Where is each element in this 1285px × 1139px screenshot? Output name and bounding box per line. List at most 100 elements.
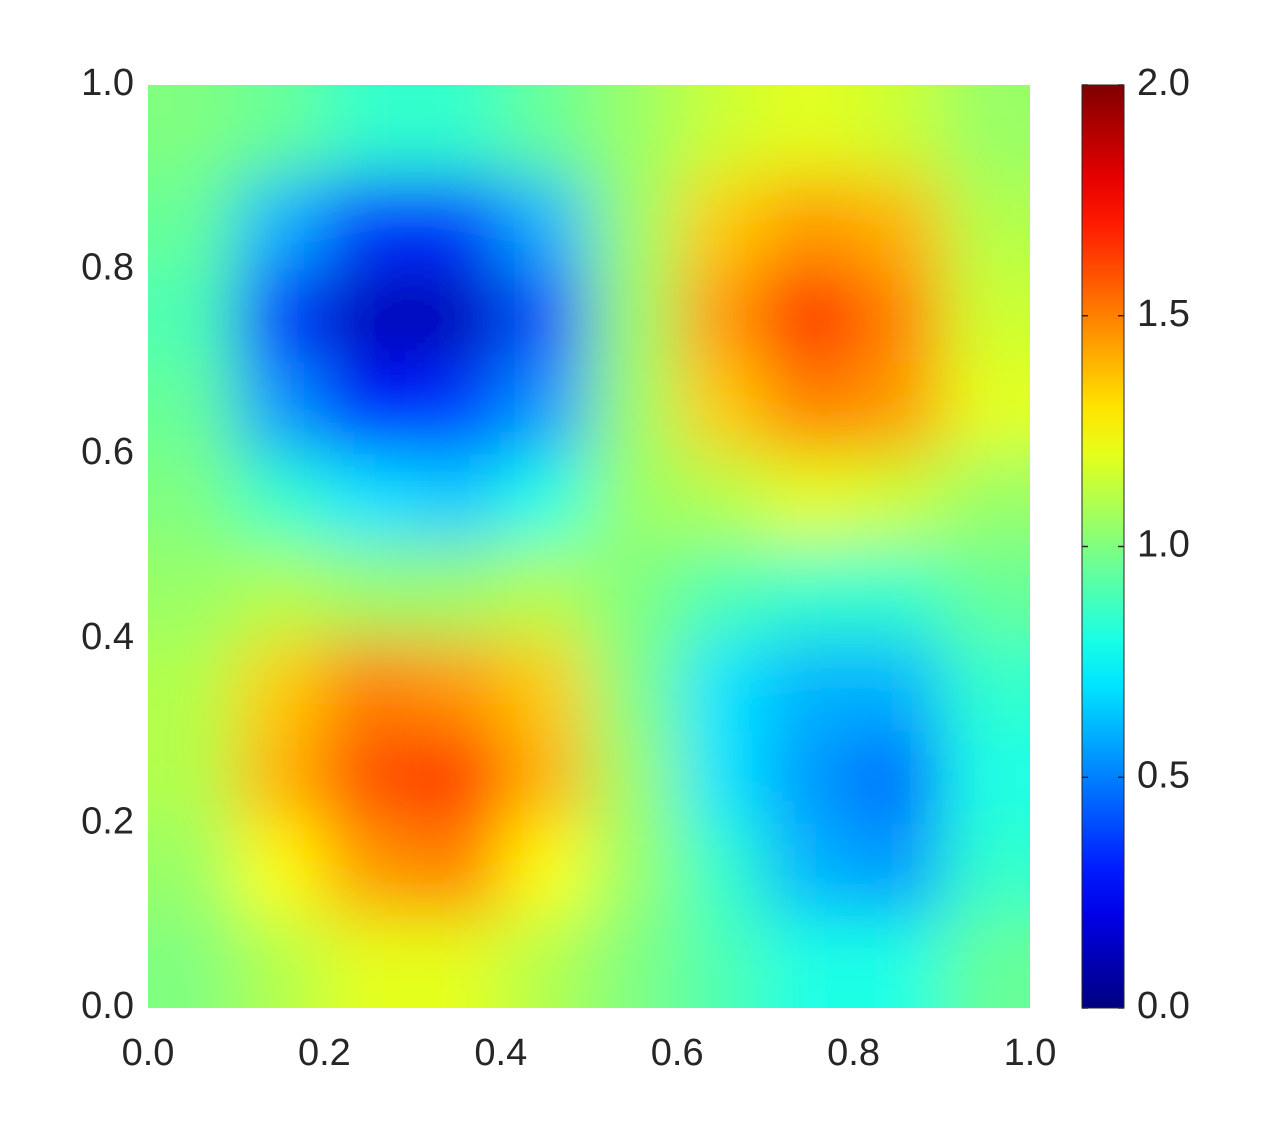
heatmap-cell [412,177,502,271]
heatmap-cell [765,638,855,732]
colorbar-tick-label: 2.0 [1137,62,1190,104]
heatmap-cell [500,731,590,824]
heatmap-cell [589,269,678,363]
x-tick-label: 0.8 [827,1032,880,1074]
heatmap-cell [412,638,502,732]
heatmap-cell [148,823,237,917]
heatmap-cell [941,823,1030,917]
heatmap-cell [412,269,502,363]
heatmap-cell [500,915,590,1008]
y-tick-label: 0.4 [81,616,134,658]
heatmap-cell [324,731,414,824]
heatmap-cell [677,454,766,547]
heatmap-cell [148,915,237,1008]
heatmap-cell [677,361,766,455]
heatmap-cell [853,546,943,640]
heatmap-cell [412,85,502,178]
heatmap-cells [148,85,1030,1008]
heatmap-cell [236,731,325,824]
heatmap-cell [941,731,1030,824]
heatmap-cell [148,731,237,824]
heatmap-cell [677,546,766,640]
heatmap-cell [765,85,855,178]
heatmap-cell [941,915,1030,1008]
heatmap-cell [853,177,943,271]
heatmap-cell [148,177,237,271]
heatmap-cell [765,269,855,363]
heatmap-cell [589,915,678,1008]
heatmap-cell [500,85,590,178]
heatmap-cell [236,454,325,547]
heatmap-cell [677,823,766,917]
heatmap-cell [500,361,590,455]
heatmap-cell [941,269,1030,363]
y-tick-label: 1.0 [81,62,134,104]
heatmap-cell [589,546,678,640]
heatmap-cell [500,638,590,732]
heatmap-cell [853,731,943,824]
heatmap-cell [765,731,855,824]
heatmap-cell [324,269,414,363]
heatmap-cell [941,85,1030,178]
colorbar-tick-label: 0.0 [1137,985,1190,1027]
heatmap-cell [589,454,678,547]
heatmap-cell [500,454,590,547]
heatmap-cell [500,269,590,363]
heatmap-cell [412,546,502,640]
heatmap-cell [589,823,678,917]
heatmap-cell [677,269,766,363]
heatmap-cell [853,915,943,1008]
heatmap-cell [589,731,678,824]
heatmap-cell [324,638,414,732]
heatmap-cell [148,454,237,547]
heatmap-cell [589,638,678,732]
heatmap-cell [941,361,1030,455]
x-tick-label: 0.4 [474,1032,527,1074]
heatmap-area [148,85,1030,1008]
colorbar-tick-label: 0.5 [1137,754,1190,796]
heatmap-cell [148,361,237,455]
heatmap-cell [589,85,678,178]
heatmap-cell [941,638,1030,732]
heatmap-cell [324,915,414,1008]
colorbar-tick-label: 1.5 [1137,293,1190,335]
heatmap-cell [236,177,325,271]
heatmap-cell [589,177,678,271]
heatmap-cell [765,454,855,547]
heatmap-cell [941,177,1030,271]
heatmap-cell [765,546,855,640]
heatmap-cell [324,823,414,917]
heatmap-cell [148,85,237,178]
heatmap-cell [677,85,766,178]
heatmap-cell [148,638,237,732]
y-tick-label: 0.6 [81,431,134,473]
heatmap-cell [765,915,855,1008]
heatmap-cell [148,269,237,363]
heatmap-cell [412,823,502,917]
heatmap-cell [589,361,678,455]
heatmap-cell [324,361,414,455]
x-tick-label: 0.0 [122,1032,175,1074]
heatmap-cell [236,85,325,178]
heatmap-cell [500,823,590,917]
heatmap-cell [500,546,590,640]
heatmap-cell [324,546,414,640]
heatmap-cell [236,915,325,1008]
heatmap-cell [853,269,943,363]
heatmap-cell [236,546,325,640]
heatmap-cell [853,454,943,547]
x-tick-label: 0.6 [651,1032,704,1074]
heatmap-cell [236,638,325,732]
heatmap-cell [941,546,1030,640]
heatmap-cell [853,823,943,917]
y-tick-label: 0.8 [81,247,134,289]
heatmap-cell [236,269,325,363]
x-tick-label: 1.0 [1004,1032,1057,1074]
heatmap-cell [765,177,855,271]
x-tick-label: 0.2 [298,1032,351,1074]
heatmap-cell [324,177,414,271]
heatmap-cell [853,361,943,455]
heatmap-cell [412,454,502,547]
heatmap-cell [765,361,855,455]
